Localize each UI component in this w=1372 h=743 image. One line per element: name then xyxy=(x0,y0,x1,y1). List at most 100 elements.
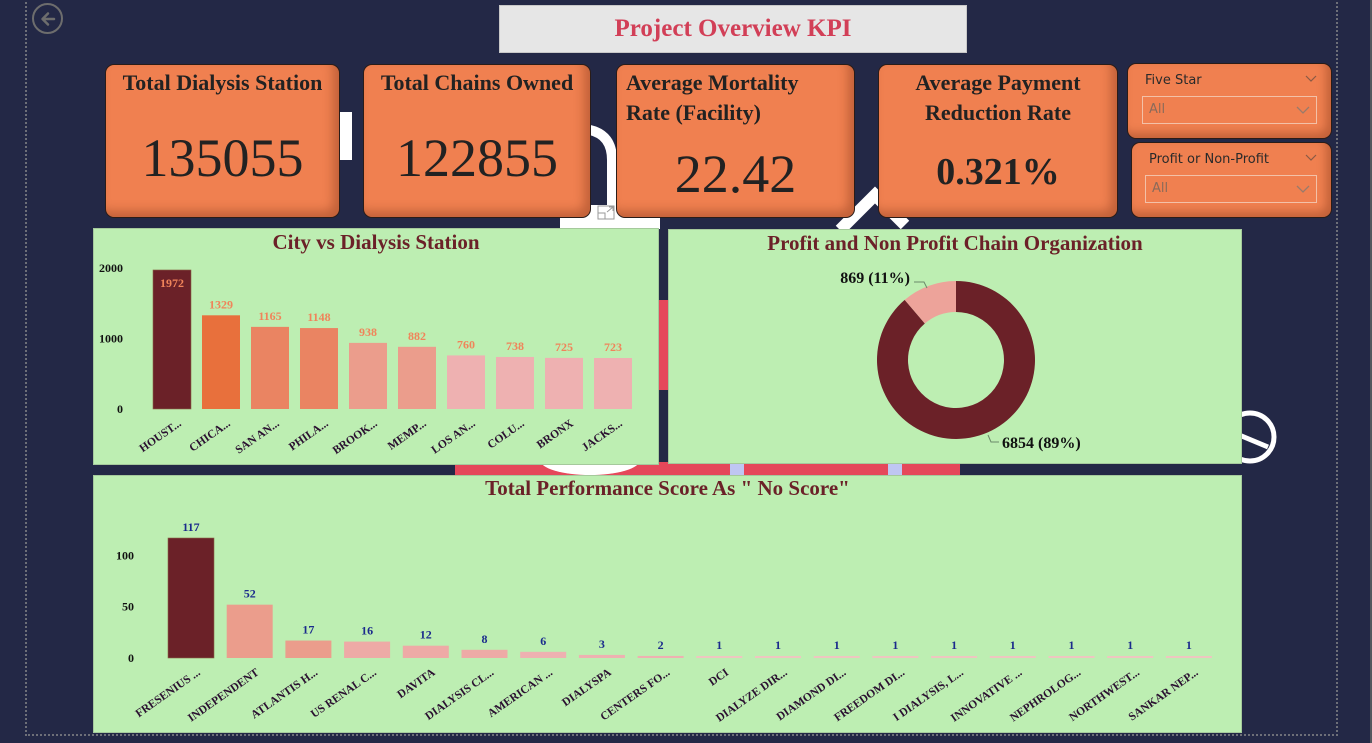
page-title-box: Project Overview KPI xyxy=(499,5,967,53)
chart-title: City vs Dialysis Station xyxy=(272,230,480,254)
data-label: 1165 xyxy=(258,309,281,323)
bg-shape xyxy=(588,125,617,210)
kpi-label-line2: Rate (Facility) xyxy=(626,100,761,125)
data-label: 1 xyxy=(1069,638,1075,652)
donut-slice[interactable] xyxy=(904,281,956,324)
bar[interactable] xyxy=(755,656,801,658)
bar[interactable] xyxy=(461,649,508,658)
kpi-label-line1: Average Payment xyxy=(915,70,1081,95)
kpi-value: 135055 xyxy=(141,128,304,188)
bar[interactable] xyxy=(931,656,978,658)
bar[interactable] xyxy=(202,315,240,409)
bar[interactable] xyxy=(349,342,387,409)
bar[interactable] xyxy=(637,655,684,658)
leader-line xyxy=(987,434,999,443)
kpi-card-total-dialysis-station: Total Dialysis Station 135055 xyxy=(105,64,340,218)
data-label: 8 xyxy=(482,632,488,646)
kpi-label: Total Chains Owned xyxy=(380,70,574,95)
data-label: 760 xyxy=(457,337,475,351)
data-label: 1972 xyxy=(160,276,184,290)
kpi-card-total-chains-owned: Total Chains Owned 122855 xyxy=(363,64,591,218)
kpi-value: 122855 xyxy=(396,128,558,188)
data-label: 725 xyxy=(555,340,573,354)
donut-slice[interactable] xyxy=(877,281,1035,439)
page-title: Project Overview KPI xyxy=(614,15,852,42)
chart-title: Total Performance Score As " No Score" xyxy=(485,476,850,500)
x-category-label: AMERICAN ... xyxy=(486,667,555,721)
x-category-label: DCI xyxy=(707,666,732,688)
data-label: 882 xyxy=(408,329,426,343)
y-tick-label: 2000 xyxy=(99,261,123,275)
x-category-label: JACKS... xyxy=(580,418,625,454)
data-label: 3 xyxy=(599,637,605,651)
kpi-value: 22.42 xyxy=(674,144,797,204)
bar[interactable] xyxy=(813,656,860,658)
data-label: 1 xyxy=(716,638,722,652)
bar[interactable] xyxy=(1165,656,1212,658)
chart-title: Profit and Non Profit Chain Organization xyxy=(767,231,1143,255)
x-category-label: BRONX xyxy=(535,417,576,451)
x-category-label: LOS AN... xyxy=(429,418,477,457)
bar[interactable] xyxy=(447,355,485,409)
kpi-card-average-mortality-rate: Average Mortality Rate (Facility) 22.42 xyxy=(616,64,855,218)
bar[interactable] xyxy=(989,656,1036,658)
leader-line xyxy=(914,281,928,289)
x-category-label: US RENAL C... xyxy=(309,667,379,721)
data-label: 1329 xyxy=(209,297,233,311)
x-category-label: DIALYSPA xyxy=(560,666,614,709)
kpi-value: 0.321% xyxy=(936,151,1060,193)
x-category-label: COLU... xyxy=(486,418,527,452)
bar[interactable] xyxy=(1107,656,1154,658)
bar[interactable] xyxy=(398,346,436,409)
kpi-label-line2: Reduction Rate xyxy=(924,100,1072,125)
bar[interactable] xyxy=(344,641,391,658)
chevron-down-icon xyxy=(1296,185,1310,193)
data-label: 723 xyxy=(604,340,622,354)
slicer-dropdown-five-star[interactable]: All xyxy=(1142,96,1317,124)
data-label: 738 xyxy=(506,339,524,353)
slice-label: 869 (11%) xyxy=(840,270,910,287)
profit-donut-chart: 6854 (89%) 869 (11%) xyxy=(840,270,1080,452)
bar[interactable] xyxy=(545,357,583,409)
back-button[interactable] xyxy=(32,3,63,34)
bar[interactable] xyxy=(300,328,338,409)
y-tick-label: 1000 xyxy=(99,332,123,346)
bar[interactable] xyxy=(226,604,273,658)
bar[interactable] xyxy=(496,356,534,409)
bar[interactable] xyxy=(1048,656,1095,658)
bar[interactable] xyxy=(696,656,743,658)
bar[interactable] xyxy=(152,269,192,410)
bar[interactable] xyxy=(251,326,289,409)
bar[interactable] xyxy=(167,537,215,659)
chevron-down-icon xyxy=(1296,106,1310,114)
chevron-down-icon[interactable] xyxy=(1305,152,1317,164)
bar[interactable] xyxy=(285,640,332,658)
bar[interactable] xyxy=(520,651,567,658)
x-category-label: CHICA... xyxy=(187,418,232,455)
slicer-selected-value: All xyxy=(1149,102,1166,117)
data-label: 1 xyxy=(892,638,898,652)
profit-non-profit-panel: Profit and Non Profit Chain Organization… xyxy=(668,229,1242,464)
y-tick-label: 0 xyxy=(117,402,123,416)
data-label: 117 xyxy=(182,520,199,534)
data-label: 1 xyxy=(1127,638,1133,652)
scrollbar-edge[interactable] xyxy=(1370,0,1372,743)
x-category-label: DAVITA xyxy=(395,666,438,701)
slicer-dropdown-profit[interactable]: All xyxy=(1145,175,1317,203)
bar[interactable] xyxy=(594,358,632,409)
x-category-label: MEMP... xyxy=(386,418,429,453)
y-tick-label: 100 xyxy=(116,548,134,562)
focus-mode-icon[interactable] xyxy=(597,205,617,221)
bar[interactable] xyxy=(578,654,625,658)
x-category-label: PHILA... xyxy=(287,418,331,454)
data-label: 6 xyxy=(540,634,546,648)
data-label: 1 xyxy=(775,638,781,652)
data-label: 1 xyxy=(1186,638,1192,652)
bar[interactable] xyxy=(402,645,449,658)
back-arrow-circle-icon xyxy=(40,11,55,26)
bar[interactable] xyxy=(872,656,919,658)
kpi-card-average-payment-reduction-rate: Average Payment Reduction Rate 0.321% xyxy=(878,64,1118,218)
chevron-down-icon[interactable] xyxy=(1305,73,1317,85)
data-label: 1 xyxy=(951,638,957,652)
data-label: 1 xyxy=(1010,638,1016,652)
